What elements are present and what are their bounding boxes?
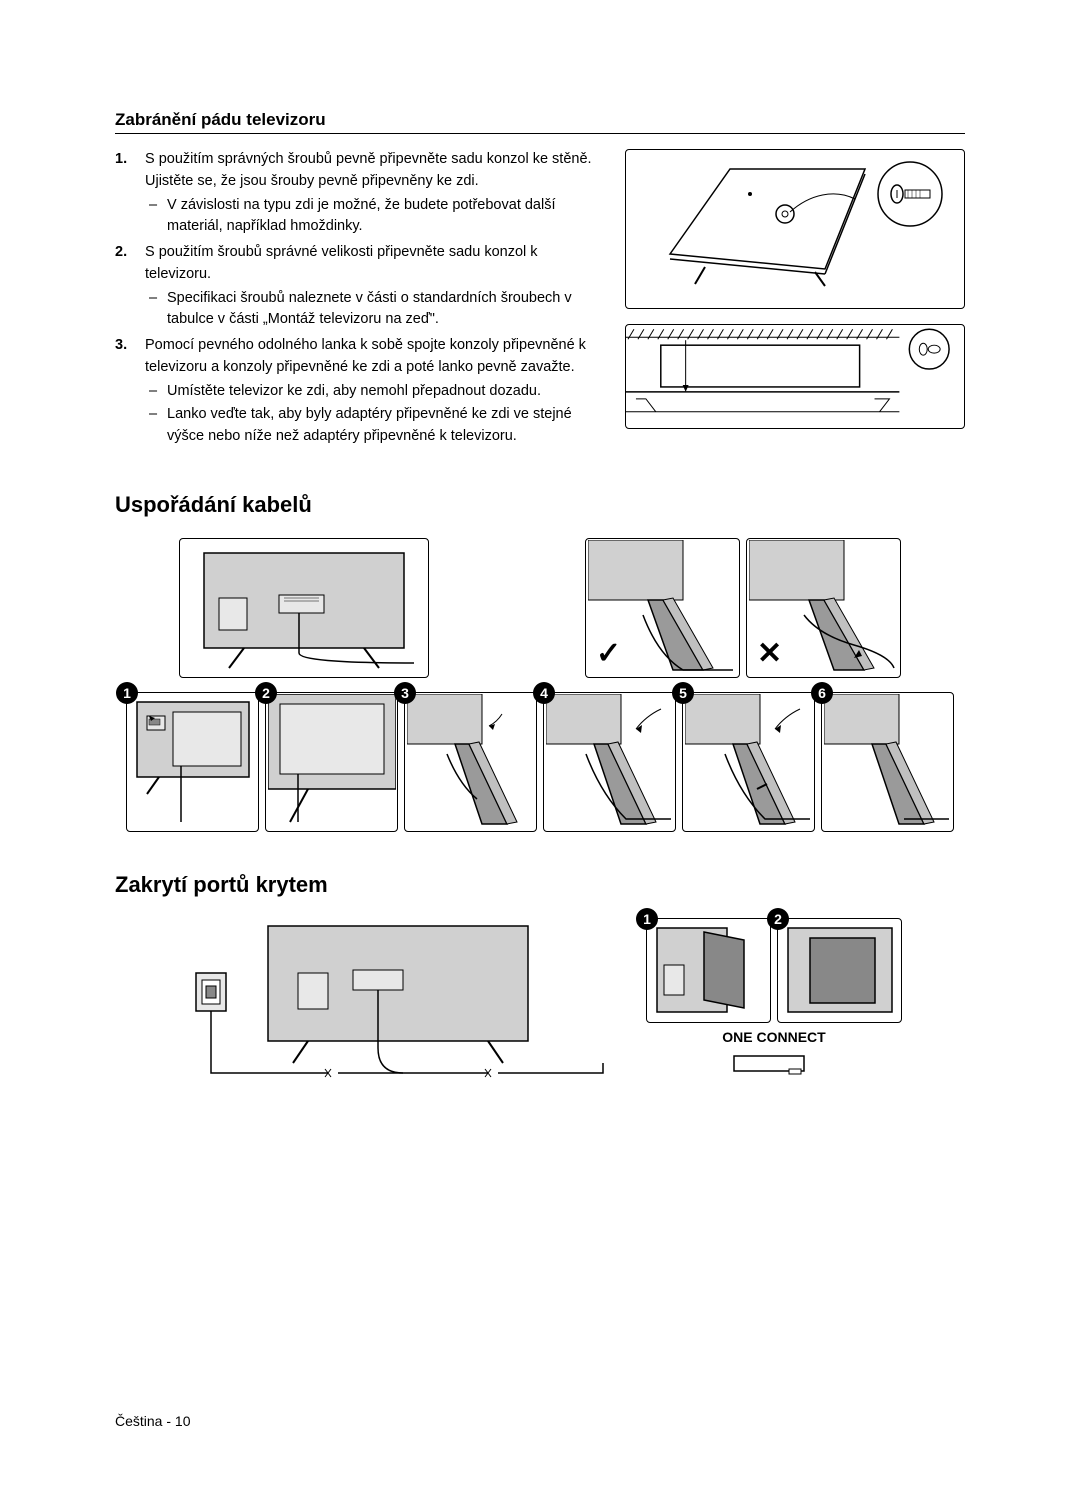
section2-row1-right: ✓ ✕ bbox=[585, 538, 901, 678]
cover-step-1: 1 bbox=[646, 918, 771, 1023]
step-5-badge: 5 bbox=[672, 682, 694, 704]
item1-text: S použitím správných šroubů pevně připev… bbox=[145, 151, 592, 189]
section2-row1: ✓ ✕ bbox=[115, 538, 965, 678]
section-cable-arrangement: Uspořádání kabelů bbox=[115, 492, 965, 832]
cover1-svg bbox=[649, 920, 769, 1020]
section-prevent-fall: Zabránění pádu televizoru S použitím spr… bbox=[115, 110, 965, 452]
section1-text: S použitím správných šroubů pevně připev… bbox=[115, 149, 605, 452]
section3-middle: 1 2 ONE CONNECT bbox=[646, 918, 902, 1076]
step1-svg bbox=[129, 694, 257, 829]
cover-step-1-badge: 1 bbox=[636, 908, 658, 930]
item3-sub2: Lanko veďte tak, aby byly adaptéry připe… bbox=[145, 404, 605, 448]
section3-title: Zakrytí portů krytem bbox=[115, 872, 965, 898]
item2-sublist: Specifikaci šroubů naleznete v části o s… bbox=[145, 288, 605, 332]
one-connect-box-svg bbox=[729, 1051, 819, 1076]
step4-svg bbox=[546, 694, 674, 829]
list-item-3: Pomocí pevného odolného lanka k sobě spo… bbox=[115, 335, 605, 448]
section3-row: 1 2 ONE CONNECT bbox=[115, 918, 965, 1093]
step-3: 3 bbox=[404, 692, 537, 832]
step-6: 6 bbox=[821, 692, 954, 832]
step-1-badge: 1 bbox=[116, 682, 138, 704]
section2-title: Uspořádání kabelů bbox=[115, 492, 965, 518]
item3-sub1: Umístěte televizor ke zdi, aby nemohl př… bbox=[145, 381, 605, 403]
section3-step-boxes: 1 2 bbox=[646, 918, 902, 1023]
tv-mount-svg bbox=[640, 154, 950, 304]
step6-svg bbox=[824, 694, 952, 829]
step-4-badge: 4 bbox=[533, 682, 555, 704]
tv-back-svg bbox=[184, 543, 424, 673]
item1-sublist: V závislosti na typu zdi je možné, že bu… bbox=[145, 195, 605, 239]
item2-text: S použitím šroubů správné velikosti přip… bbox=[145, 244, 538, 282]
item3-sublist: Umístěte televizor ke zdi, aby nemohl př… bbox=[145, 381, 605, 448]
xmark-icon: ✕ bbox=[757, 636, 782, 671]
section2-steps: 1 2 3 bbox=[115, 692, 965, 832]
step-2: 2 bbox=[265, 692, 398, 832]
step2-svg bbox=[268, 694, 396, 829]
diagram-correct: ✓ bbox=[585, 538, 740, 678]
step3-svg bbox=[407, 694, 535, 829]
diagram-tv-back bbox=[179, 538, 429, 678]
cover-step-2: 2 bbox=[777, 918, 902, 1023]
item3-text: Pomocí pevného odolného lanka k sobě spo… bbox=[145, 337, 586, 375]
step-2-badge: 2 bbox=[255, 682, 277, 704]
section-port-cover: Zakrytí portů krytem bbox=[115, 872, 965, 1093]
step-1: 1 bbox=[126, 692, 259, 832]
step-4: 4 bbox=[543, 692, 676, 832]
diagram-tv-wall bbox=[625, 324, 965, 429]
list-item-2: S použitím šroubů správné velikosti přip… bbox=[115, 242, 605, 331]
one-connect-label: ONE CONNECT bbox=[722, 1029, 825, 1045]
diagram-tv-mount bbox=[625, 149, 965, 309]
step-3-badge: 3 bbox=[394, 682, 416, 704]
section3-left bbox=[178, 918, 628, 1093]
tv-wall-svg bbox=[626, 327, 964, 427]
page-footer: Čeština - 10 bbox=[115, 1413, 190, 1429]
section1-diagrams bbox=[625, 149, 965, 452]
step-6-badge: 6 bbox=[811, 682, 833, 704]
checkmark-icon: ✓ bbox=[596, 636, 621, 671]
item1-sub1: V závislosti na typu zdi je možné, že bu… bbox=[145, 195, 605, 239]
section1-row: S použitím správných šroubů pevně připev… bbox=[115, 149, 965, 452]
list-item-1: S použitím správných šroubů pevně připev… bbox=[115, 149, 605, 238]
item2-sub1: Specifikaci šroubů naleznete v části o s… bbox=[145, 288, 605, 332]
section1-title: Zabránění pádu televizoru bbox=[115, 110, 965, 134]
diagram-wrong: ✕ bbox=[746, 538, 901, 678]
step5-svg bbox=[685, 694, 813, 829]
cover2-svg bbox=[780, 920, 900, 1020]
cover-step-2-badge: 2 bbox=[767, 908, 789, 930]
section1-list: S použitím správných šroubů pevně připev… bbox=[115, 149, 605, 448]
port-cover-svg bbox=[178, 918, 628, 1088]
step-5: 5 bbox=[682, 692, 815, 832]
